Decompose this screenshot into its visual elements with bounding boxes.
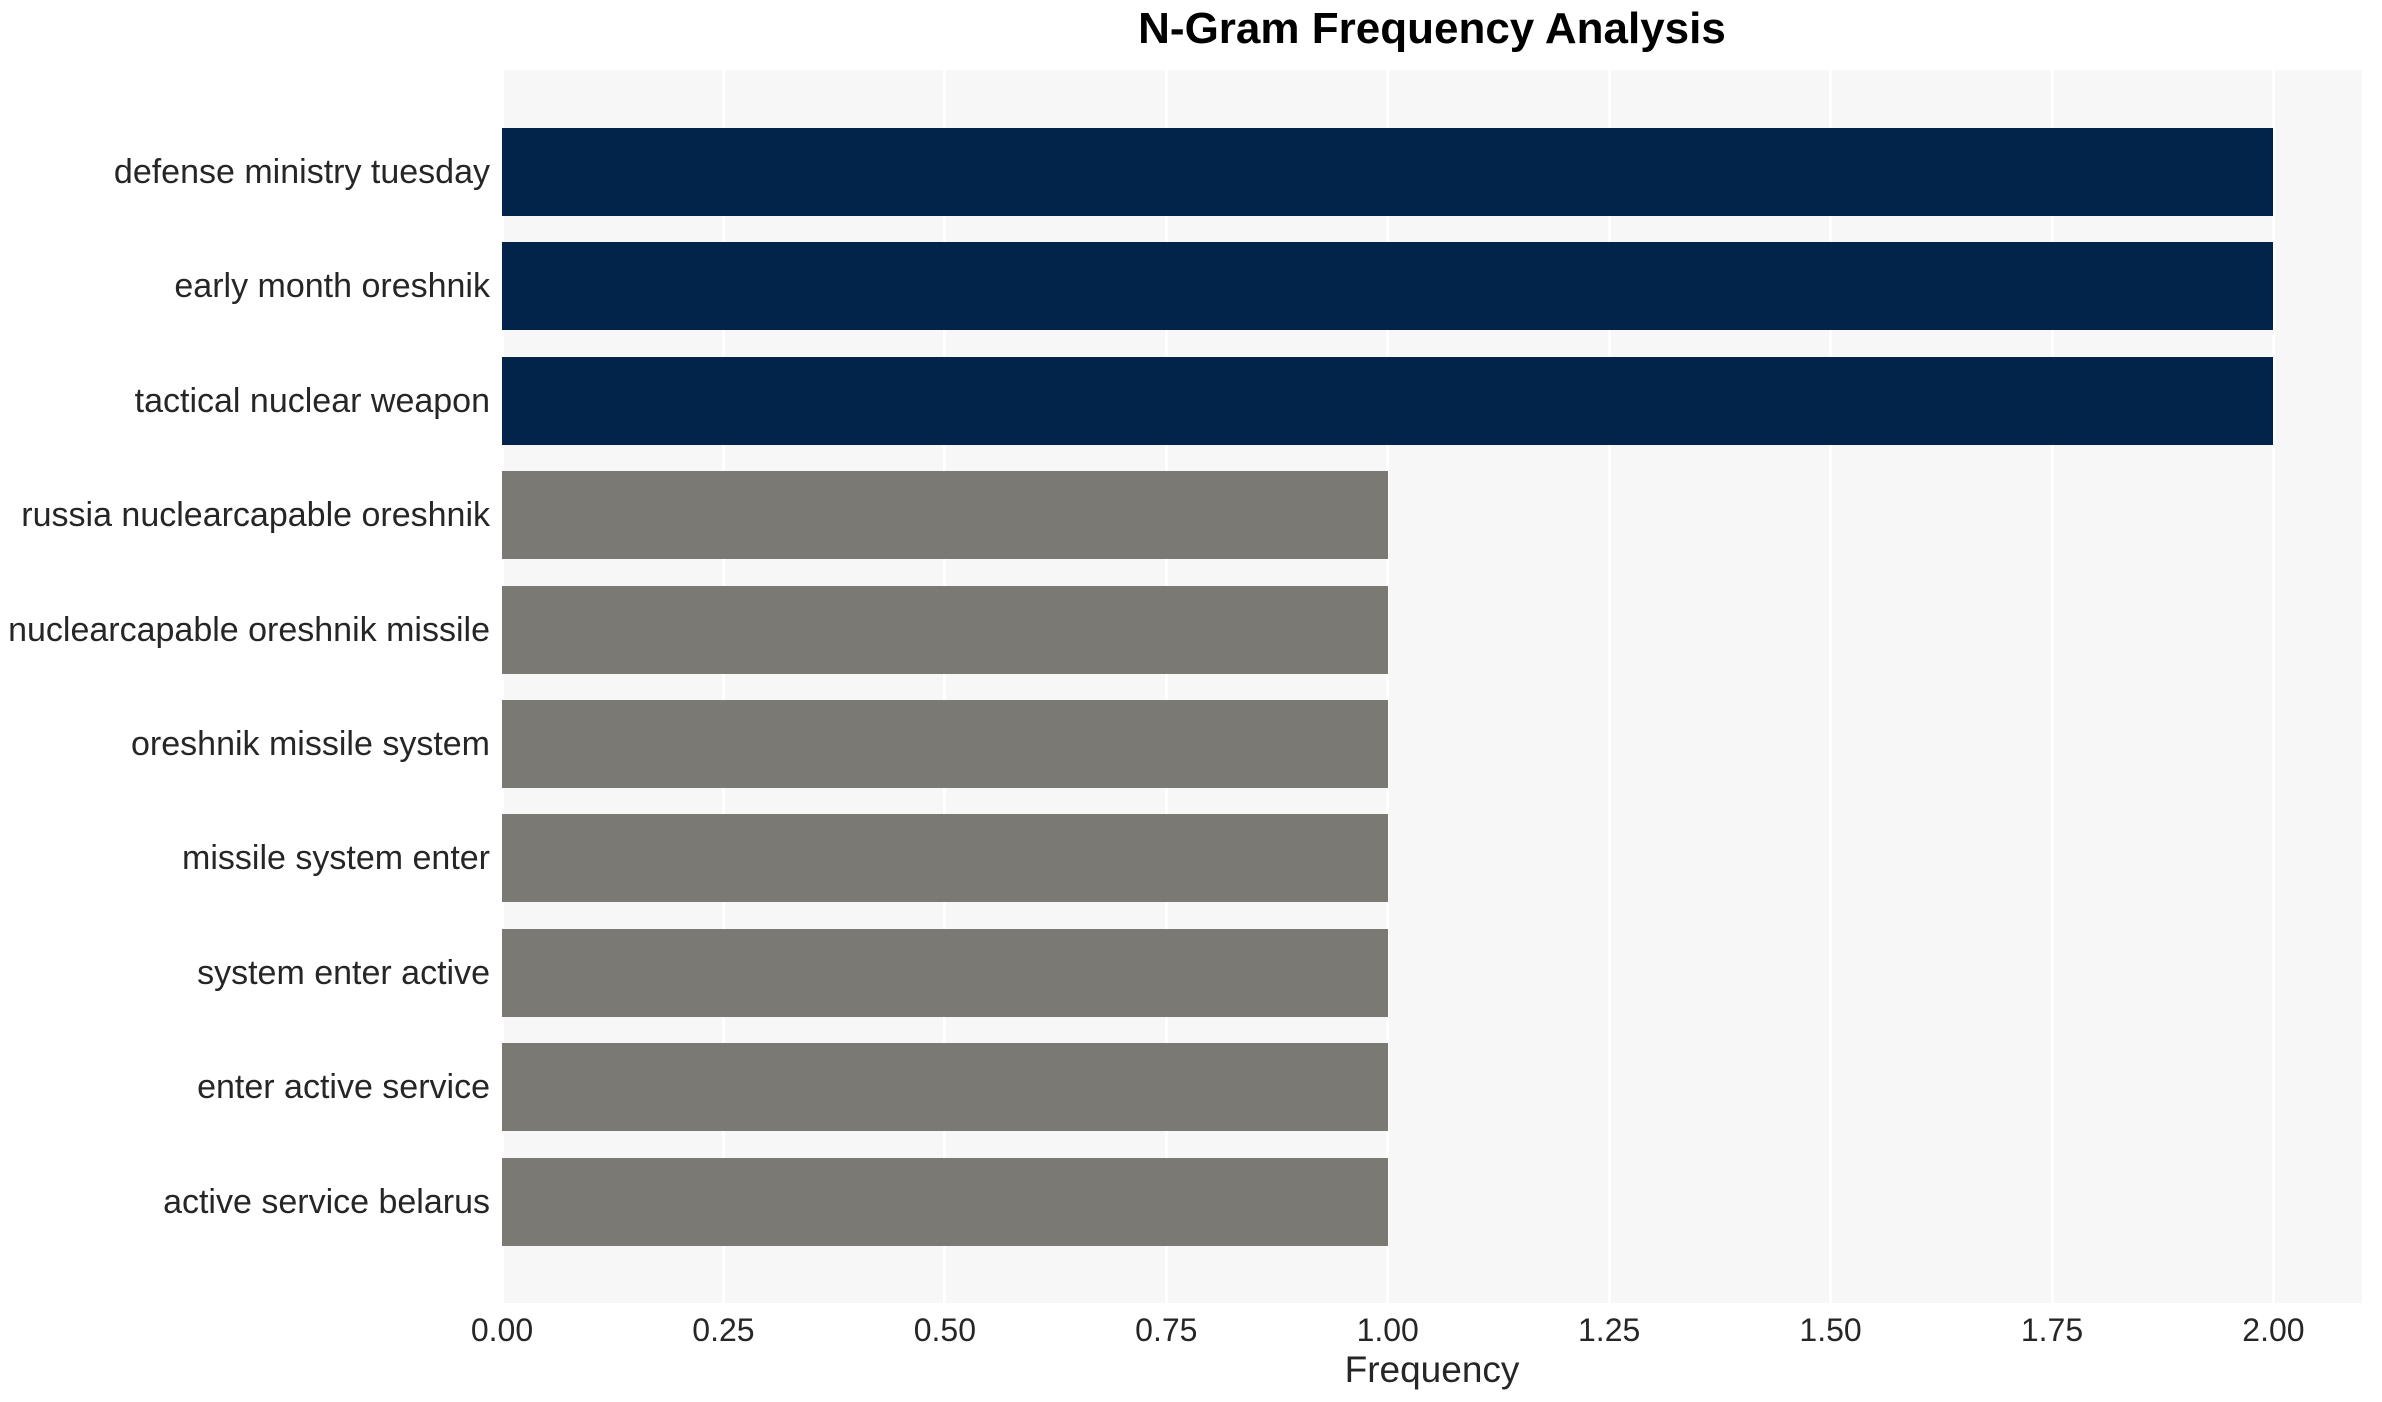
gridline — [2050, 70, 2054, 1303]
bar — [502, 1157, 1388, 1246]
chart-title: N-Gram Frequency Analysis — [1138, 4, 1726, 53]
y-tick-label: oreshnik missile system — [131, 725, 490, 763]
x-tick-label: 1.25 — [1578, 1312, 1641, 1348]
bar — [502, 585, 1388, 674]
gridline — [943, 70, 947, 1303]
x-axis-label: Frequency — [1344, 1349, 1520, 1390]
gridline — [1386, 70, 1390, 1303]
gridline — [1829, 70, 1833, 1303]
bar — [502, 700, 1388, 788]
x-tick-label: 0.00 — [470, 1312, 534, 1348]
x-tick-label: 0.25 — [692, 1312, 755, 1348]
x-tick-label: 1.50 — [1799, 1312, 1862, 1348]
x-tick-label: 1.00 — [1356, 1312, 1419, 1348]
gridline — [2271, 70, 2275, 1303]
y-tick-label: defense ministry tuesday — [113, 153, 490, 191]
x-tick-label: 2.00 — [2242, 1312, 2305, 1348]
bar — [502, 356, 2274, 445]
gridline — [721, 70, 725, 1303]
y-tick-label: enter active service — [197, 1068, 490, 1107]
gridline — [1164, 70, 1168, 1303]
bar — [502, 1043, 1388, 1132]
y-tick-label: early month oreshnik — [174, 267, 490, 306]
bar — [502, 242, 2274, 331]
bar — [502, 471, 1388, 560]
y-tick-label: nuclearcapable oreshnik missile — [8, 610, 490, 649]
bar — [502, 928, 1388, 1017]
x-tick-label: 0.75 — [1135, 1312, 1198, 1348]
gridline — [1607, 70, 1611, 1303]
x-tick-label: 1.75 — [2020, 1312, 2084, 1348]
plot-area — [500, 70, 2362, 1303]
bar — [502, 128, 2274, 216]
y-tick-label: missile system enter — [182, 839, 490, 878]
gridline — [500, 70, 504, 1303]
y-tick-label: tactical nuclear weapon — [134, 381, 490, 420]
y-tick-label: active service belarus — [163, 1182, 490, 1221]
x-tick-label: 0.50 — [913, 1312, 976, 1348]
y-tick-label: russia nuclearcapable oreshnik — [21, 496, 490, 535]
y-tick-label: system enter active — [197, 953, 490, 992]
bar — [502, 814, 1388, 903]
